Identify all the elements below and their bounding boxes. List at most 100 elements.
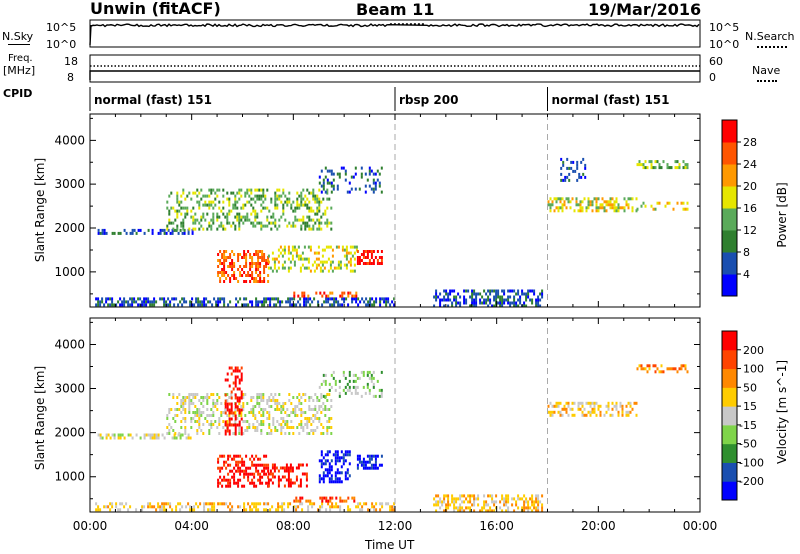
data-cell: [567, 197, 570, 201]
colorbar-segment: [722, 424, 737, 445]
data-cell: [332, 178, 335, 182]
data-cell: [182, 399, 185, 402]
data-cell: [487, 295, 490, 299]
data-cell: [241, 268, 244, 271]
data-cell: [185, 436, 188, 440]
data-cell: [320, 432, 323, 435]
data-cell: [329, 260, 332, 264]
data-cell: [153, 436, 156, 440]
data-cell: [311, 263, 314, 267]
data-cell: [263, 268, 266, 271]
data-cell: [284, 194, 287, 198]
data-cell: [265, 466, 268, 470]
data-cell: [226, 221, 229, 225]
data-cell: [303, 291, 306, 295]
data-cell: [611, 407, 614, 411]
data-cell: [237, 454, 240, 458]
data-cell: [277, 505, 280, 509]
data-cell: [310, 209, 313, 213]
data-cell: [296, 426, 299, 429]
data-cell: [163, 303, 166, 307]
data-cell: [344, 474, 347, 478]
data-cell: [579, 407, 582, 411]
data-cell: [473, 304, 476, 308]
data-cell: [322, 212, 325, 216]
data-cell: [491, 304, 494, 308]
data-cell: [635, 401, 638, 405]
data-cell: [330, 169, 333, 173]
data-cell: [305, 499, 308, 503]
data-cell: [453, 298, 456, 302]
data-cell: [294, 414, 297, 417]
data-cell: [252, 396, 255, 399]
data-cell: [283, 248, 286, 252]
data-cell: [101, 297, 104, 301]
data-cell: [234, 411, 237, 414]
data-cell: [306, 206, 309, 210]
data-cell: [353, 263, 356, 267]
data-cell: [192, 417, 195, 420]
data-cell: [295, 251, 298, 255]
data-cell: [301, 251, 304, 255]
data-cell: [256, 393, 259, 396]
data-cell: [143, 436, 146, 440]
data-cell: [330, 432, 333, 435]
data-cell: [230, 396, 233, 400]
data-cell: [489, 494, 492, 498]
data-cell: [533, 292, 536, 296]
data-cell: [286, 426, 289, 429]
data-cell: [459, 295, 462, 299]
data-cell: [228, 423, 231, 427]
data-cell: [493, 509, 496, 513]
data-cell: [338, 391, 341, 395]
data-cell: [241, 484, 244, 488]
data-cell: [666, 166, 669, 170]
data-cell: [226, 378, 229, 382]
data-cell: [240, 393, 243, 397]
data-cell: [469, 506, 472, 510]
data-cell: [527, 509, 530, 513]
data-cell: [97, 508, 100, 512]
data-cell: [300, 227, 303, 231]
data-cell: [166, 206, 169, 210]
data-cell: [218, 396, 221, 399]
data-cell: [465, 298, 468, 302]
data-cell: [564, 178, 567, 182]
data-cell: [638, 160, 641, 164]
data-cell: [319, 505, 322, 509]
data-cell: [318, 420, 321, 423]
data-cell: [222, 200, 225, 204]
data-cell: [640, 204, 643, 208]
data-cell: [242, 405, 245, 408]
data-cell: [507, 506, 510, 510]
data-cell: [324, 212, 327, 216]
data-cell: [219, 250, 222, 253]
data-cell: [194, 227, 197, 231]
data-cell: [336, 450, 339, 454]
data-cell: [161, 508, 164, 512]
data-cell: [129, 231, 132, 235]
data-cell: [370, 463, 373, 467]
data-cell: [354, 166, 357, 170]
data-cell: [644, 204, 647, 208]
data-cell: [320, 477, 323, 481]
data-cell: [225, 256, 228, 259]
data-cell: [259, 265, 262, 268]
data-cell: [280, 426, 283, 429]
data-cell: [197, 303, 200, 307]
data-cell: [303, 266, 306, 270]
data-cell: [607, 203, 610, 207]
data-cell: [509, 301, 512, 305]
data-cell: [257, 463, 260, 467]
data-cell: [374, 466, 377, 470]
data-cell: [117, 436, 120, 440]
data-cell: [210, 224, 213, 228]
data-cell: [225, 502, 228, 506]
data-cell: [239, 466, 242, 470]
data-cell: [167, 303, 170, 307]
data-cell: [326, 459, 329, 463]
data-cell: [189, 436, 192, 440]
data-cell: [513, 298, 516, 302]
data-cell: [229, 502, 232, 506]
data-cell: [378, 388, 381, 392]
